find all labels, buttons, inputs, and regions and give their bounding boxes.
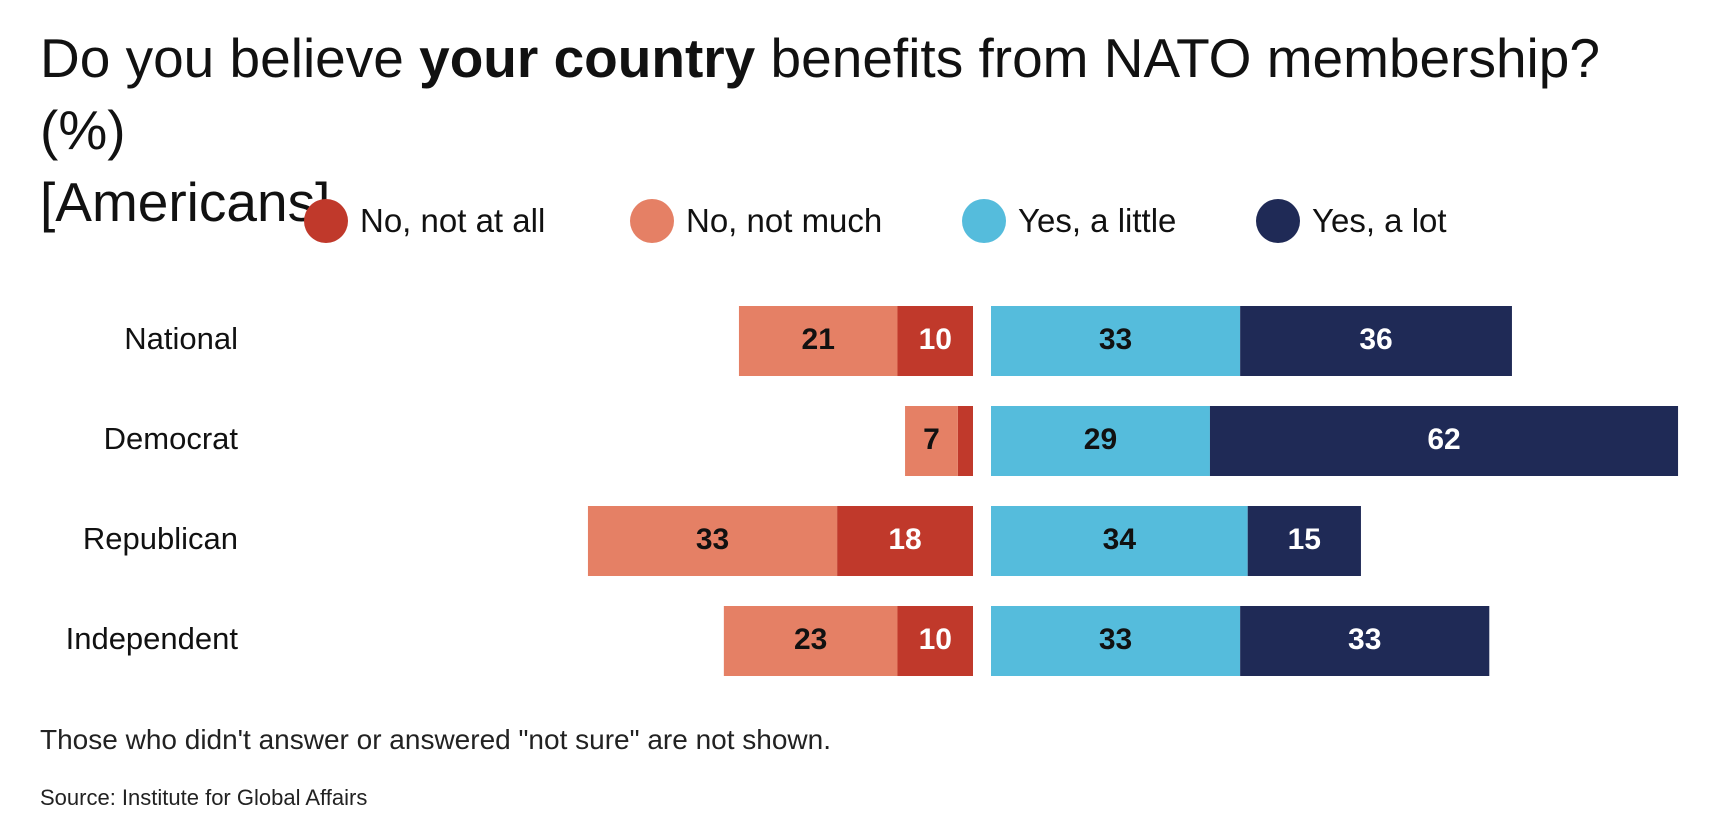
diverging-bar-chart: National10213336Democrat272962Republican… (66, 306, 1679, 676)
bar-republican-no-not-much-label: 33 (696, 523, 729, 556)
legend-item-no-not-at-all: No, not at all (304, 198, 545, 244)
bar-democrat-yes-a-little-label: 29 (1084, 423, 1117, 456)
bar-national-no-not-much-label: 21 (802, 323, 835, 356)
bar-national-no-not-at-all-label: 10 (919, 323, 952, 356)
legend-label-no-not-much: No, not much (686, 202, 883, 239)
bar-national-yes-a-lot (1240, 306, 1512, 376)
legend-label-no-not-at-all: No, not at all (360, 202, 546, 239)
bar-democrat-no-not-much (905, 406, 958, 476)
category-label-democrat: Democrat (104, 421, 239, 456)
legend-swatch-no-not-much (630, 199, 674, 243)
legend-item-yes-a-little: Yes, a little (962, 198, 1176, 244)
bar-republican-yes-a-lot (1247, 506, 1361, 576)
bar-independent-yes-a-lot-label: 33 (1348, 623, 1381, 656)
title-part-2: benefits from NATO membership? (%) (40, 27, 1600, 161)
category-label-independent: Independent (66, 621, 239, 656)
legend-swatch-no-not-at-all (304, 199, 348, 243)
bar-independent-yes-a-lot (1240, 606, 1490, 676)
bar-democrat-no-not-at-all (957, 406, 973, 476)
bar-national-yes-a-little (991, 306, 1241, 376)
chart-source: Source: Institute for Global Affairs (40, 785, 368, 810)
bar-national-yes-a-little-label: 33 (1099, 323, 1132, 356)
bar-republican-yes-a-little-label: 34 (1103, 523, 1137, 556)
title-part-1: Do you believe (40, 27, 420, 89)
chart-title: Do you believe your country benefits fro… (40, 22, 1700, 238)
bar-republican-no-not-much (587, 506, 838, 576)
bar-independent-no-not-much (723, 606, 898, 676)
bar-democrat-yes-a-lot (1209, 406, 1679, 476)
legend-label-yes-a-lot: Yes, a lot (1312, 202, 1447, 239)
legend-swatch-yes-a-lot (1256, 199, 1300, 243)
bar-independent-no-not-much-label: 23 (794, 623, 827, 656)
bar-independent-no-not-at-all (897, 606, 973, 676)
legend-label-yes-a-little: Yes, a little (1018, 202, 1177, 239)
bar-republican-no-not-at-all (837, 506, 973, 576)
bar-democrat-no-not-much-label: 7 (923, 423, 940, 456)
bar-independent-yes-a-little-label: 33 (1099, 623, 1132, 656)
bar-national-yes-a-lot-label: 36 (1359, 323, 1392, 356)
category-label-national: National (124, 321, 238, 356)
legend: No, not at all No, not much Yes, a littl… (0, 198, 1734, 244)
legend-item-yes-a-lot: Yes, a lot (1256, 198, 1447, 244)
bar-democrat-yes-a-lot-label: 62 (1427, 423, 1460, 456)
bar-national-no-not-much (738, 306, 898, 376)
legend-item-no-not-much: No, not much (630, 198, 882, 244)
title-line-2: [Americans] (40, 171, 331, 233)
title-bold: your country (419, 27, 756, 89)
category-label-republican: Republican (83, 521, 238, 556)
bar-republican-no-not-at-all-label: 18 (888, 523, 921, 556)
bar-independent-no-not-at-all-label: 10 (919, 623, 952, 656)
bar-republican-yes-a-little (991, 506, 1248, 576)
chart-note: Those who didn't answer or answered "not… (40, 724, 831, 755)
legend-swatch-yes-a-little (962, 199, 1006, 243)
bar-independent-yes-a-little (991, 606, 1241, 676)
bar-national-no-not-at-all (897, 306, 973, 376)
bar-democrat-yes-a-little (991, 406, 1210, 476)
bar-republican-yes-a-lot-label: 15 (1288, 523, 1321, 556)
